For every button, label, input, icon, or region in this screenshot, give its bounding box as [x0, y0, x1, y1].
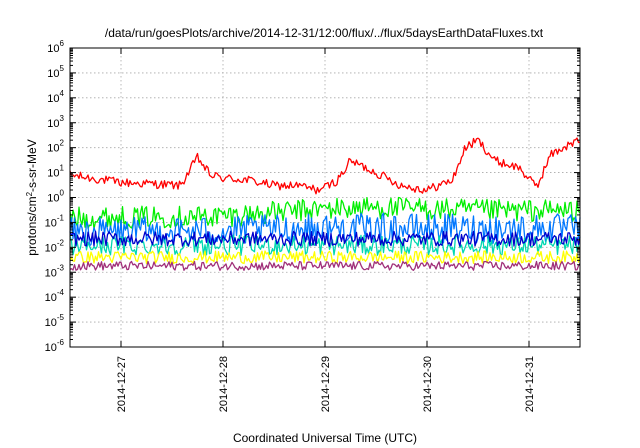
- series-group: [69, 137, 581, 271]
- y-tick-label: 10-1: [45, 213, 65, 229]
- series-line-0: [69, 137, 581, 195]
- x-tick-label: 2014-12-27: [116, 356, 128, 412]
- x-tick-label: 2014-12-31: [524, 356, 536, 412]
- series-line-1: [69, 196, 581, 230]
- y-tick-label: 10-5: [45, 313, 65, 329]
- series-line-4: [69, 230, 581, 247]
- y-tick-label: 10-4: [45, 288, 65, 304]
- x-tick-label: 2014-12-30: [422, 356, 434, 412]
- y-tick-label: 103: [47, 114, 64, 130]
- x-axis-ticks: 2014-12-27 2014-12-28 2014-12-29 2014-12-30…: [116, 48, 536, 412]
- y-tick-label: 10-2: [45, 238, 65, 254]
- y-tick-label: 106: [47, 39, 64, 55]
- y-tick-label: 100: [47, 189, 64, 205]
- series-line-2: [69, 212, 581, 247]
- x-axis-label: Coordinated Universal Time (UTC): [233, 431, 417, 445]
- series-line-5: [69, 250, 581, 265]
- y-axis-label-superscript: 2: [25, 191, 34, 196]
- y-axis-label: protons/cm2-s-sr-MeV: [25, 139, 40, 255]
- plot-frame: [69, 47, 581, 348]
- chart-title: /data/run/goesPlots/archive/2014-12-31/1…: [105, 26, 544, 40]
- y-tick-label: 102: [47, 139, 64, 155]
- y-axis-ticks: 10-6 10-5 10-4 10-3 10-2 10-1 100 101 102 103 104 1…: [45, 39, 580, 354]
- y-tick-label: 105: [47, 64, 64, 80]
- y-tick-label: 101: [47, 164, 64, 180]
- grid-lines: [70, 48, 580, 347]
- y-tick-label: 10-6: [45, 338, 65, 354]
- y-axis-label-rest: -s-sr-MeV: [25, 139, 39, 192]
- x-tick-label: 2014-12-28: [218, 356, 230, 412]
- y-tick-label: 10-3: [45, 263, 65, 279]
- series-line-6: [69, 260, 581, 271]
- x-tick-label: 2014-12-29: [320, 356, 332, 412]
- y-tick-label: 104: [47, 89, 64, 105]
- y-axis-label-main: protons/cm: [25, 196, 39, 255]
